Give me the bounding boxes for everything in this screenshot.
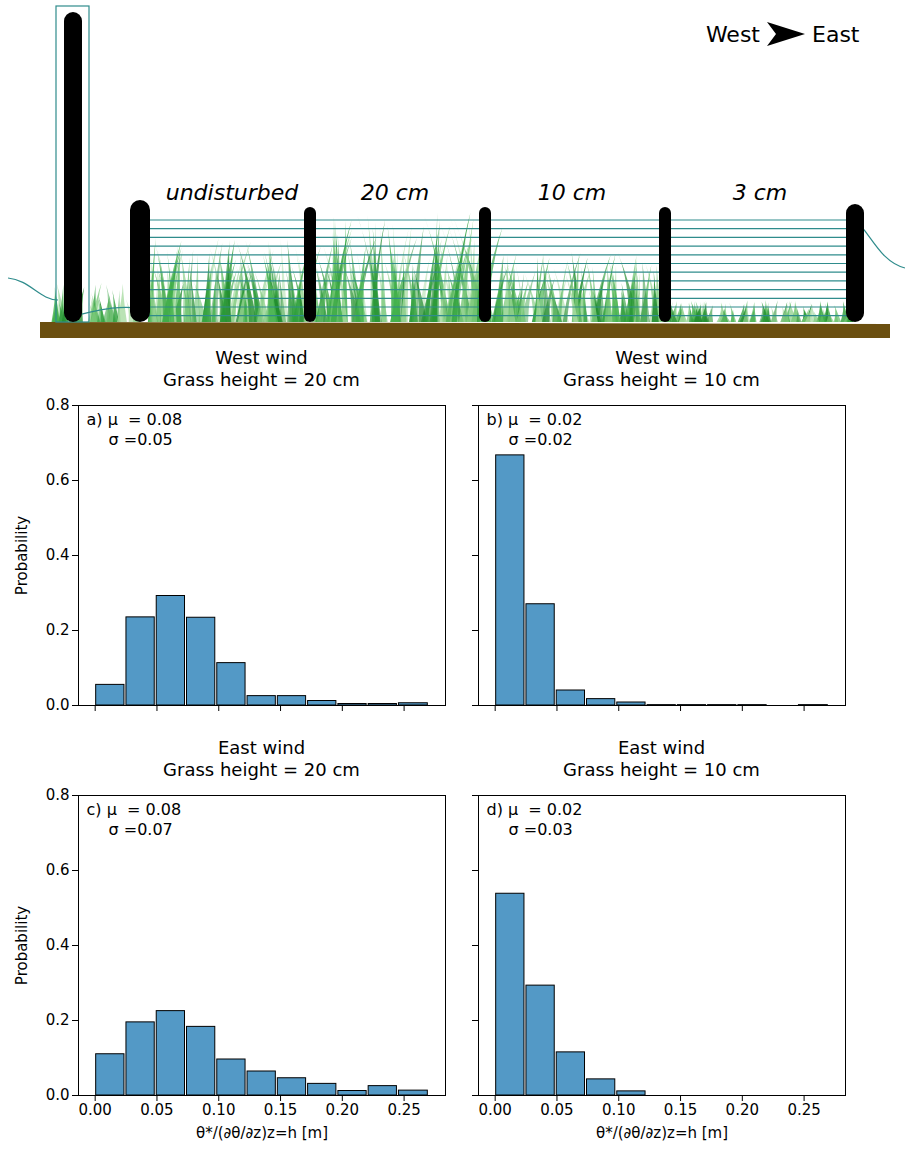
html-text:Grass height = 20 cm: Grass height = 20 cm <box>163 369 360 390</box>
svg-text:Probability: Probability <box>13 906 31 985</box>
svg-text:0.25: 0.25 <box>787 1101 820 1119</box>
svg-text:0.15: 0.15 <box>664 1101 697 1119</box>
svg-text:East: East <box>812 22 860 47</box>
svg-text:0.00: 0.00 <box>478 1101 511 1119</box>
html-text:Grass height = 10 cm: Grass height = 10 cm <box>563 759 760 780</box>
svg-text:0.2: 0.2 <box>46 1011 70 1029</box>
svg-text:0.20: 0.20 <box>326 1101 359 1119</box>
svg-text:3 cm: 3 cm <box>733 180 788 205</box>
svg-text:c) μ = 0.08: c) μ = 0.08 <box>87 800 182 819</box>
html-text:Grass height = 20 cm: Grass height = 20 cm <box>163 759 360 780</box>
svg-text:0.2: 0.2 <box>46 621 70 639</box>
svg-text:σ =0.03: σ =0.03 <box>509 820 573 839</box>
svg-text:undisturbed: undisturbed <box>166 180 300 205</box>
svg-text:0.05: 0.05 <box>540 1101 573 1119</box>
svg-text:10 cm: 10 cm <box>538 180 607 205</box>
svg-text:a) μ = 0.08: a) μ = 0.08 <box>87 410 183 429</box>
svg-text:0.4: 0.4 <box>46 546 70 564</box>
html-text:West wind: West wind <box>615 347 708 368</box>
svg-text:0.00: 0.00 <box>78 1101 111 1119</box>
svg-text:20 cm: 20 cm <box>361 180 430 205</box>
html-text:East wind: East wind <box>617 737 706 758</box>
svg-text:σ =0.02: σ =0.02 <box>509 430 573 449</box>
svg-text:0.10: 0.10 <box>202 1101 235 1119</box>
svg-text:0.10: 0.10 <box>602 1101 635 1119</box>
svg-text:0.0: 0.0 <box>46 1086 70 1104</box>
html-text:East wind: East wind <box>217 737 306 758</box>
svg-text:θ*/(∂θ/∂z)z=h [m]: θ*/(∂θ/∂z)z=h [m] <box>596 1124 728 1142</box>
svg-text:θ*/(∂θ/∂z)z=h [m]: θ*/(∂θ/∂z)z=h [m] <box>196 1124 328 1142</box>
svg-text:0.05: 0.05 <box>140 1101 173 1119</box>
html-text:Grass height = 10 cm: Grass height = 10 cm <box>563 369 760 390</box>
svg-text:σ =0.07: σ =0.07 <box>109 820 173 839</box>
svg-text:0.6: 0.6 <box>46 861 70 879</box>
svg-text:0.8: 0.8 <box>46 786 70 804</box>
svg-text:0.25: 0.25 <box>387 1101 420 1119</box>
svg-text:0.15: 0.15 <box>264 1101 297 1119</box>
html-text:West wind: West wind <box>215 347 308 368</box>
svg-text:b) μ = 0.02: b) μ = 0.02 <box>487 410 583 429</box>
svg-text:σ =0.05: σ =0.05 <box>109 430 173 449</box>
svg-text:0.20: 0.20 <box>726 1101 759 1119</box>
svg-text:Probability: Probability <box>13 516 31 595</box>
svg-text:West: West <box>706 22 760 47</box>
svg-text:0.0: 0.0 <box>46 696 70 714</box>
svg-text:0.4: 0.4 <box>46 936 70 954</box>
svg-text:d) μ = 0.02: d) μ = 0.02 <box>487 800 583 819</box>
svg-text:0.8: 0.8 <box>46 396 70 414</box>
svg-text:0.6: 0.6 <box>46 471 70 489</box>
